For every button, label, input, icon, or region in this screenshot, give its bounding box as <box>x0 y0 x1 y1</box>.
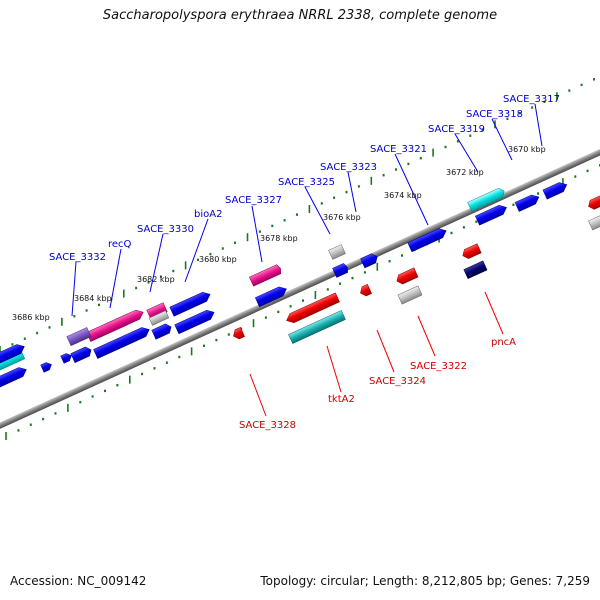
gene-sace-3332[interactable] <box>66 327 92 347</box>
gene-sace-3322b[interactable] <box>397 285 423 305</box>
gene-sace-3325b[interactable] <box>332 263 350 278</box>
gene-features <box>0 180 600 391</box>
gene-left-blue-a[interactable] <box>0 342 26 367</box>
gene-label-sace-3321[interactable]: SACE_3321 <box>370 144 427 155</box>
gene-sace-3325[interactable] <box>328 244 346 260</box>
gene-sace-3317[interactable] <box>542 180 569 200</box>
leader-line <box>249 373 267 417</box>
gene-bioa2b[interactable] <box>174 308 216 335</box>
scale-label: 3684 kbp <box>74 294 112 303</box>
leader-line <box>484 291 504 335</box>
leader-line <box>149 233 164 293</box>
gene-sace-3330[interactable] <box>146 302 168 320</box>
scale-label: 3672 kbp <box>446 168 484 177</box>
gene-label-sace-3323[interactable]: SACE_3323 <box>320 162 377 173</box>
leader-line <box>326 345 342 393</box>
scale-label: 3680 kbp <box>199 255 237 264</box>
genome-summary-text: Topology: circular; Length: 8,212,805 bp… <box>260 574 590 588</box>
scale-ticks-outer <box>0 78 595 354</box>
gene-sace-3319b[interactable] <box>475 203 508 226</box>
leader-line <box>394 153 429 226</box>
gene-sace-3321[interactable] <box>407 226 449 253</box>
gene-right-red[interactable] <box>586 194 600 211</box>
forward-leader-lines <box>71 103 543 317</box>
gene-sace-3324[interactable] <box>358 284 372 297</box>
leader-line <box>376 329 395 373</box>
gene-label-tkta2[interactable]: tktA2 <box>328 394 355 405</box>
genome-title: Saccharopolyspora erythraea NRRL 2338, c… <box>102 8 498 23</box>
forward-gene-labels: SACE_3317 SACE_3318 SACE_3319 SACE_3321 … <box>49 94 560 263</box>
gene-pnca[interactable] <box>461 243 482 261</box>
gene-tkta2-b[interactable] <box>288 310 346 344</box>
gene-sace-3323[interactable] <box>360 252 380 269</box>
accession-text: Accession: NC_009142 <box>10 574 147 588</box>
leader-line <box>184 218 209 283</box>
gene-label-bioa2[interactable]: bioA2 <box>194 209 222 220</box>
gene-label-pnca[interactable]: pncA <box>491 337 516 348</box>
scale-labels: 3686 kbp 3684 kbp 3682 kbp 3680 kbp 3678… <box>12 145 546 322</box>
gene-sace-3330b[interactable] <box>148 310 170 326</box>
gene-label-sace-3319[interactable]: SACE_3319 <box>428 124 485 135</box>
gene-left-blue-b[interactable] <box>0 365 28 391</box>
leader-line <box>304 186 331 235</box>
gene-sace-3319[interactable] <box>467 187 507 212</box>
gene-tkta2[interactable] <box>284 292 340 325</box>
scale-label: 3676 kbp <box>323 213 361 222</box>
gene-label-sace-3327[interactable]: SACE_3327 <box>225 195 282 206</box>
gene-label-sace-3322[interactable]: SACE_3322 <box>410 361 467 372</box>
leader-line <box>417 315 436 357</box>
gene-sace-3327[interactable] <box>249 264 282 287</box>
scale-label: 3674 kbp <box>384 191 422 200</box>
gene-recq[interactable] <box>86 308 146 342</box>
reverse-gene-labels: pncA SACE_3322 SACE_3324 tktA2 SACE_3328 <box>239 337 516 431</box>
scale-label: 3670 kbp <box>508 145 546 154</box>
gene-label-recq[interactable]: recQ <box>108 239 132 250</box>
gene-sace-3318[interactable] <box>514 192 541 212</box>
gene-sace-3328[interactable] <box>231 327 245 340</box>
gene-sace-3322[interactable] <box>395 267 419 286</box>
gene-label-sace-3328[interactable]: SACE_3328 <box>239 420 296 431</box>
gene-small-b[interactable] <box>40 361 53 373</box>
gene-sace-3327b[interactable] <box>254 284 288 308</box>
leader-line <box>251 205 263 263</box>
leader-line <box>454 133 479 173</box>
gene-label-sace-3324[interactable]: SACE_3324 <box>369 376 426 387</box>
backbone-group <box>0 120 600 458</box>
gene-small-a[interactable] <box>60 352 73 364</box>
leader-line <box>491 118 513 161</box>
gene-right-grey[interactable] <box>588 213 600 231</box>
leader-line <box>347 171 357 213</box>
gene-sace-3332b[interactable] <box>70 345 93 364</box>
scale-label: 3678 kbp <box>260 234 298 243</box>
gene-label-sace-3325[interactable]: SACE_3325 <box>278 177 335 188</box>
gene-label-sace-3330[interactable]: SACE_3330 <box>137 224 194 235</box>
leader-line <box>109 248 122 309</box>
leader-line <box>534 103 543 147</box>
gene-recq-b[interactable] <box>93 325 152 359</box>
scale-label: 3682 kbp <box>137 275 175 284</box>
gene-pnca-b[interactable] <box>463 260 488 280</box>
reverse-leader-lines <box>249 291 504 417</box>
gene-label-sace-3318[interactable]: SACE_3318 <box>466 109 523 120</box>
gene-label-sace-3317[interactable]: SACE_3317 <box>503 94 560 105</box>
genome-backbone <box>0 120 600 458</box>
gene-label-sace-3332[interactable]: SACE_3332 <box>49 252 106 263</box>
scale-label: 3686 kbp <box>12 313 50 322</box>
gene-sace-3330c[interactable] <box>151 322 173 340</box>
leader-line <box>71 261 77 317</box>
gene-bioa2[interactable] <box>169 290 212 317</box>
